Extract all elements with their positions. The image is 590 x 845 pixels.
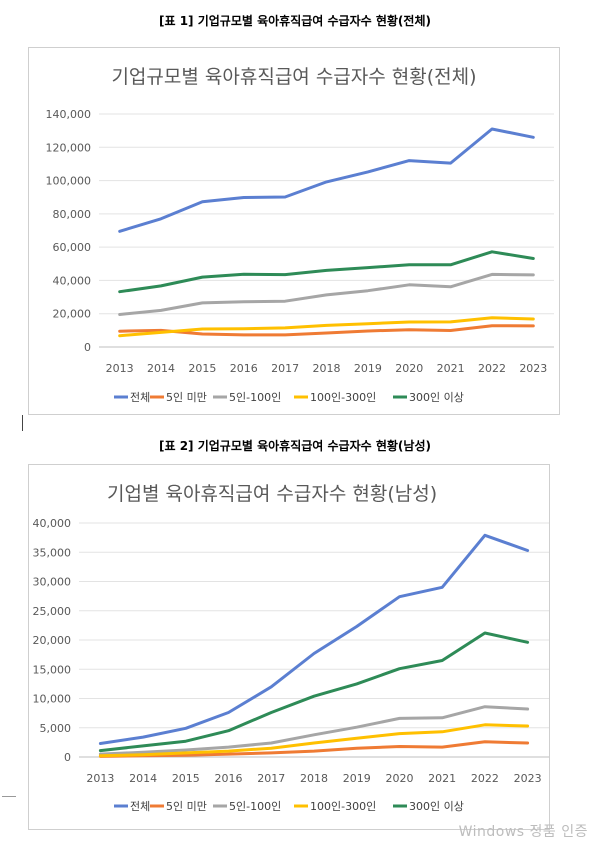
chart-2-title: 기업별 육아휴직급여 수급자수 현황(남성) bbox=[107, 483, 438, 505]
y-tick-label: 15,000 bbox=[33, 663, 72, 676]
x-tick-label: 2019 bbox=[343, 772, 371, 785]
series-line bbox=[98, 631, 530, 753]
x-tick-label: 2020 bbox=[385, 772, 413, 785]
y-tick-label: 20,000 bbox=[53, 308, 92, 321]
y-tick-label: 0 bbox=[84, 341, 91, 354]
x-tick-label: 2023 bbox=[519, 362, 547, 375]
x-tick-label: 2015 bbox=[188, 362, 216, 375]
x-tick-label: 2023 bbox=[514, 772, 542, 785]
x-tick-label: 2018 bbox=[300, 772, 328, 785]
y-tick-label: 30,000 bbox=[33, 576, 72, 589]
windows-activation-watermark: Windows 정품 인증 bbox=[458, 824, 588, 840]
chart-1-svg: 0 20,000 40,000 60,000 80,000 100,000 120,000 1… bbox=[46, 108, 554, 404]
series-line bbox=[98, 533, 530, 745]
series-line bbox=[118, 324, 535, 337]
x-tick-label: 2021 bbox=[437, 362, 465, 375]
legend-label: 5인 미만 bbox=[166, 391, 207, 404]
x-tick-label: 2016 bbox=[230, 362, 258, 375]
x-tick-label: 2022 bbox=[478, 362, 506, 375]
legend-label: 전체 bbox=[130, 800, 150, 813]
x-tick-label: 2016 bbox=[215, 772, 243, 785]
x-tick-label: 2014 bbox=[129, 772, 157, 785]
chart-2-container: 기업별 육아휴직급여 수급자수 현황(남성) 0 5,000 10,000 15,00… bbox=[28, 464, 550, 830]
series-line bbox=[118, 250, 535, 294]
legend-label: 300인 이상 bbox=[409, 800, 464, 813]
y-tick-label: 5,000 bbox=[40, 722, 72, 735]
x-tick-label: 2017 bbox=[257, 772, 285, 785]
y-tick-label: 20,000 bbox=[33, 634, 72, 647]
legend-label: 300인 이상 bbox=[409, 391, 464, 404]
y-tick-label: 40,000 bbox=[33, 517, 72, 530]
y-tick-label: 60,000 bbox=[53, 241, 92, 254]
chart-1-title: 기업규모별 육아휴직급여 수급자수 현황(전체) bbox=[111, 66, 477, 88]
caption-table-1: [표 1] 기업규모별 육아휴직급여 수급자수 현황(전체) bbox=[159, 14, 431, 28]
series-line bbox=[98, 705, 530, 756]
left-margin-mark bbox=[22, 415, 23, 431]
legend-label: 5인-100인 bbox=[229, 391, 281, 404]
bottom-left-mark bbox=[2, 796, 16, 797]
x-tick-label: 2019 bbox=[354, 362, 382, 375]
x-tick-label: 2015 bbox=[172, 772, 200, 785]
x-tick-label: 2013 bbox=[106, 362, 134, 375]
y-tick-label: 0 bbox=[64, 751, 71, 764]
y-tick-label: 140,000 bbox=[46, 108, 92, 121]
chart-2-svg: 0 5,000 10,000 15,000 20,000 25,000 30,000 35,0… bbox=[33, 517, 549, 813]
y-tick-label: 40,000 bbox=[53, 274, 92, 287]
series-line bbox=[98, 740, 530, 758]
y-tick-label: 100,000 bbox=[46, 175, 92, 188]
legend-label: 전체 bbox=[130, 391, 150, 404]
legend-label: 5인-100인 bbox=[229, 800, 281, 813]
legend-label: 100인-300인 bbox=[310, 800, 376, 813]
y-tick-label: 10,000 bbox=[33, 693, 72, 706]
y-tick-label: 80,000 bbox=[53, 208, 92, 221]
x-tick-label: 2022 bbox=[471, 772, 499, 785]
chart-1-container: 기업규모별 육아휴직급여 수급자수 현황(전체) 0 20,000 40,000 60… bbox=[28, 47, 560, 415]
series-line bbox=[118, 316, 535, 338]
y-tick-label: 120,000 bbox=[46, 141, 92, 154]
series-line bbox=[98, 723, 530, 758]
x-tick-label: 2020 bbox=[395, 362, 423, 375]
legend-label: 100인-300인 bbox=[310, 391, 376, 404]
y-tick-label: 35,000 bbox=[33, 546, 72, 559]
legend-label: 5인 미만 bbox=[166, 800, 207, 813]
series-line bbox=[118, 127, 535, 233]
x-tick-label: 2018 bbox=[313, 362, 341, 375]
y-tick-label: 25,000 bbox=[33, 605, 72, 618]
x-tick-label: 2017 bbox=[271, 362, 299, 375]
x-tick-label: 2014 bbox=[147, 362, 175, 375]
caption-table-2: [표 2] 기업규모별 육아휴직급여 수급자수 현황(남성) bbox=[159, 439, 431, 453]
x-tick-label: 2021 bbox=[428, 772, 456, 785]
x-tick-label: 2013 bbox=[86, 772, 114, 785]
series-line bbox=[118, 272, 535, 316]
